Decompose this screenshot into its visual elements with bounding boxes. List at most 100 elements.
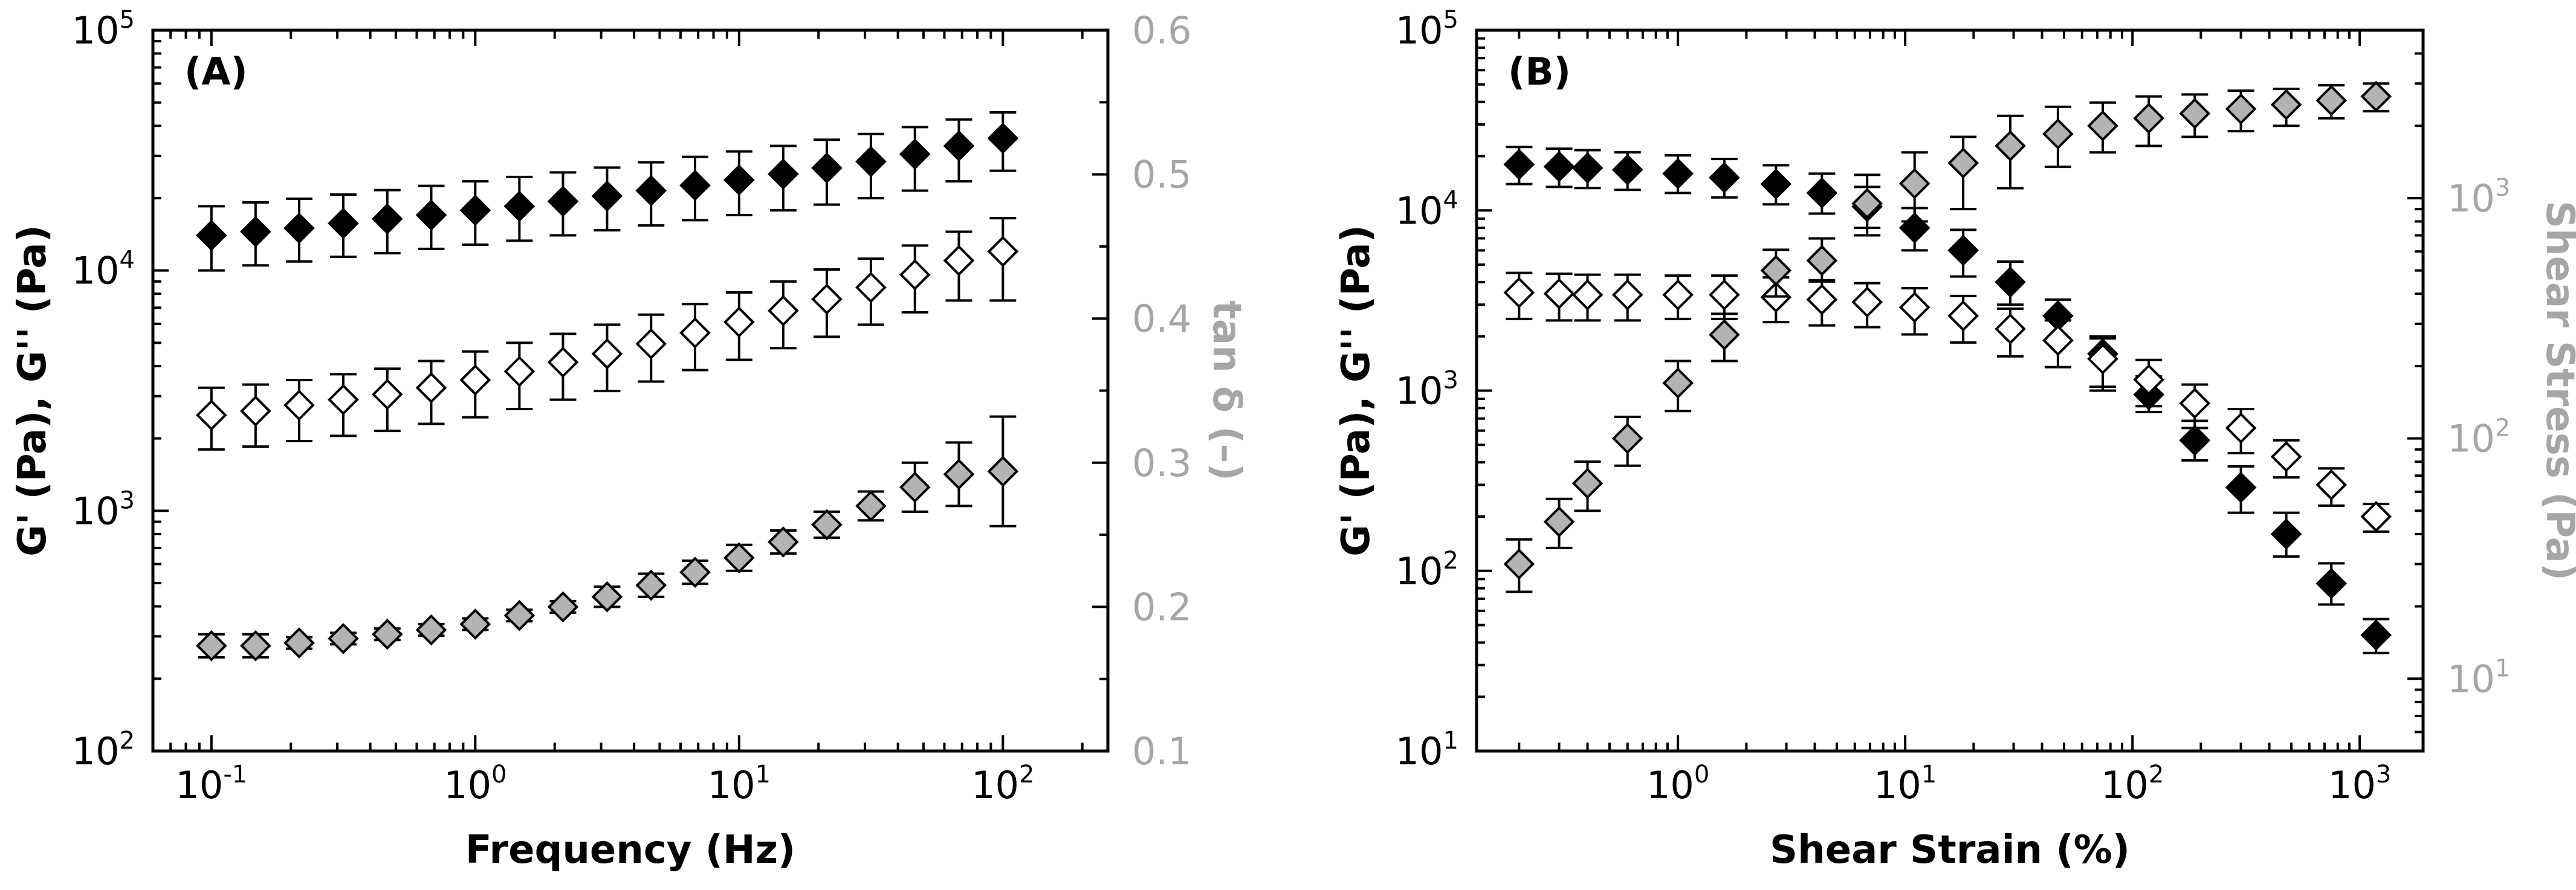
data-point xyxy=(1995,130,2026,162)
data-point xyxy=(2179,424,2211,456)
data-point xyxy=(2270,89,2302,121)
data-point xyxy=(2133,102,2165,134)
data-point xyxy=(987,236,1019,268)
data-point xyxy=(2042,324,2074,356)
data-point xyxy=(2270,518,2302,550)
x-tick-label: 101 xyxy=(708,761,771,807)
data-point xyxy=(679,317,711,349)
y2-axis-label: tan δ (–) xyxy=(1204,300,1249,480)
data-point xyxy=(503,599,536,631)
data-point xyxy=(943,130,975,162)
data-point xyxy=(283,627,315,659)
y2-tick-label: 0.6 xyxy=(1132,8,1192,53)
data-point xyxy=(1543,506,1575,538)
data-point xyxy=(1760,168,1792,200)
data-point xyxy=(1611,154,1643,185)
data-point xyxy=(1851,187,1883,219)
data-point xyxy=(679,170,711,201)
data-point xyxy=(1611,279,1643,311)
data-point xyxy=(503,190,536,222)
data-point xyxy=(1611,422,1643,454)
data-point xyxy=(811,509,843,541)
x-tick-label: 10-1 xyxy=(175,761,247,807)
series-black xyxy=(196,111,1019,272)
data-point xyxy=(2179,98,2211,129)
data-point xyxy=(2179,387,2211,419)
data-point xyxy=(1662,367,1694,399)
y-tick-label: 104 xyxy=(72,247,135,293)
data-point xyxy=(2087,343,2118,375)
data-point xyxy=(459,364,491,396)
data-point xyxy=(811,152,843,184)
data-point xyxy=(1503,548,1535,580)
data-point xyxy=(1503,149,1535,180)
data-point xyxy=(1851,286,1883,318)
data-point xyxy=(371,618,403,650)
data-point xyxy=(943,459,975,490)
data-point xyxy=(547,346,579,378)
y2-tick-label: 0.4 xyxy=(1132,297,1192,341)
panel-b: 100 101 102 103 101 102 103 104 105 101 102 103 (B) S… xyxy=(1334,6,2576,872)
data-point xyxy=(768,158,799,190)
y-tick-label: 105 xyxy=(1396,6,1458,53)
data-point xyxy=(2270,440,2302,472)
data-point xyxy=(1709,319,1740,350)
data-point xyxy=(1806,177,1838,209)
data-point xyxy=(2315,85,2348,117)
data-point xyxy=(1947,234,1979,266)
data-point xyxy=(415,614,447,646)
data-point xyxy=(635,569,667,601)
data-point xyxy=(240,395,271,427)
data-point xyxy=(811,283,843,315)
y2-tick-label: 0.1 xyxy=(1132,729,1192,773)
data-point xyxy=(1760,254,1792,286)
data-point xyxy=(2225,472,2257,503)
data-point xyxy=(2315,469,2348,501)
series-black xyxy=(1503,146,2392,654)
data-point xyxy=(503,355,536,387)
data-point xyxy=(283,389,315,421)
data-point xyxy=(1947,300,1979,332)
data-point xyxy=(415,199,447,231)
data-point xyxy=(196,219,227,251)
x-tick-label: 103 xyxy=(2328,761,2391,807)
data-point xyxy=(1995,313,2026,345)
data-point xyxy=(2133,364,2165,396)
data-point xyxy=(635,175,667,207)
data-point xyxy=(371,378,403,410)
data-point xyxy=(1662,279,1694,311)
data-point xyxy=(459,608,491,640)
x-axis-label: Shear Strain (%) xyxy=(1770,828,2130,872)
data-point xyxy=(283,212,315,244)
data-point xyxy=(723,164,755,196)
data-point xyxy=(591,338,623,370)
data-point xyxy=(2360,501,2392,532)
data-point xyxy=(240,630,271,662)
data-point xyxy=(240,216,271,248)
data-point xyxy=(371,203,403,235)
data-point xyxy=(1662,158,1694,190)
data-point xyxy=(328,384,359,416)
panel-a: 10-1 100 101 102 102 103 104 105 0.1 0.2 0.3 0.4 0.5… xyxy=(10,6,1249,872)
data-point xyxy=(987,123,1019,154)
x-tick-label: 101 xyxy=(1874,761,1937,807)
data-point xyxy=(591,581,623,613)
y-tick-label: 105 xyxy=(72,6,135,53)
series-white xyxy=(1503,271,2392,533)
x-tick-label: 102 xyxy=(2101,761,2164,807)
y2-axis-label: Shear Stress (Pa) xyxy=(2537,201,2576,581)
data-point xyxy=(899,138,931,170)
data-point xyxy=(1571,468,1604,499)
series-gray xyxy=(196,415,1019,662)
y-tick-label: 101 xyxy=(1396,727,1458,773)
data-point xyxy=(1806,284,1838,315)
data-point xyxy=(2315,567,2348,599)
data-point xyxy=(2042,118,2074,150)
data-point xyxy=(768,526,799,558)
data-point xyxy=(987,456,1019,487)
data-point xyxy=(1543,150,1575,182)
data-point xyxy=(1543,278,1575,309)
series-gray xyxy=(1503,80,2392,593)
data-point xyxy=(899,259,931,291)
